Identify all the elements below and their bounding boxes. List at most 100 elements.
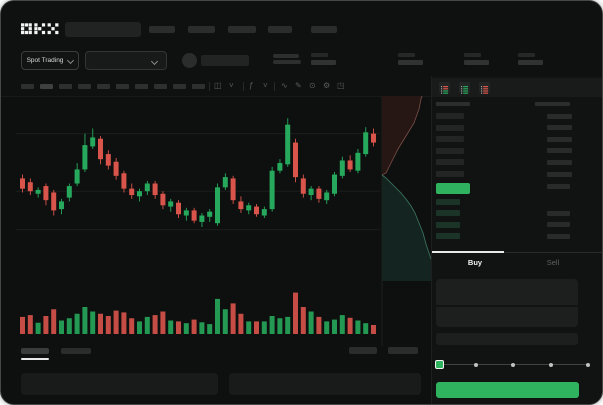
nav-item[interactable] — [149, 26, 175, 33]
volume-bar — [20, 316, 25, 334]
draw-icon[interactable]: ✎ — [295, 81, 302, 90]
book-combined-icon[interactable] — [439, 82, 450, 94]
candle-body — [66, 186, 72, 198]
timeframe-button[interactable] — [135, 84, 148, 89]
ask-price-placeholder[interactable] — [436, 147, 464, 154]
ask-price-placeholder[interactable] — [436, 136, 464, 143]
pair-select-dropdown[interactable] — [85, 51, 167, 70]
timeframe-button[interactable] — [192, 84, 205, 89]
ask-price-placeholder[interactable] — [436, 159, 464, 166]
volume-bar — [230, 303, 236, 334]
bottom-right-control[interactable] — [349, 347, 377, 354]
price-input[interactable] — [436, 279, 578, 305]
price-chart[interactable] — [16, 96, 431, 346]
tab-sell[interactable]: Sell — [546, 258, 560, 267]
candle-body — [59, 201, 64, 210]
slider-stop[interactable] — [511, 362, 516, 367]
depth-bids-area — [382, 175, 431, 281]
volume-bar — [355, 320, 361, 334]
search-input[interactable] — [65, 22, 141, 37]
candle-body — [35, 189, 41, 194]
book-dot — [441, 92, 443, 94]
bottom-right-control[interactable] — [388, 347, 418, 354]
orders-panel-placeholder — [229, 373, 421, 395]
volume-bar — [137, 321, 142, 334]
last-amount-placeholder — [547, 184, 570, 189]
nav-item[interactable] — [228, 26, 256, 33]
timeframe-button[interactable] — [40, 84, 53, 89]
slider-stop[interactable] — [474, 362, 479, 367]
depth-asks-area — [382, 96, 422, 175]
volume-bar — [152, 315, 158, 334]
chevron-down-icon[interactable]: ˅ — [229, 81, 234, 90]
orderbook-toolbar — [432, 78, 602, 97]
nav-item[interactable] — [268, 26, 292, 33]
ask-price-placeholder[interactable] — [436, 124, 464, 131]
book-line — [483, 86, 488, 88]
volume-bar — [261, 321, 267, 334]
tab-buy[interactable]: Buy — [467, 258, 483, 267]
timeframe-button[interactable] — [116, 84, 129, 89]
timeframe-button[interactable] — [97, 84, 110, 89]
settings-icon[interactable]: ⚙ — [323, 81, 331, 90]
logo-block — [28, 23, 32, 27]
toolbar-divider — [274, 82, 275, 91]
candle-body — [168, 201, 174, 207]
last-price-bar[interactable] — [436, 183, 470, 194]
candle-body — [74, 169, 80, 184]
line-tools-icon[interactable]: ∿ — [281, 81, 288, 90]
timeframe-button[interactable] — [173, 84, 186, 89]
fullscreen-icon[interactable]: ◳ — [337, 81, 345, 90]
timeframe-button[interactable] — [21, 84, 34, 89]
bid-price-placeholder[interactable] — [436, 221, 460, 228]
amount-input[interactable] — [436, 306, 578, 327]
bid-price-placeholder[interactable] — [436, 199, 460, 205]
candle-body — [316, 188, 322, 199]
total-input[interactable] — [436, 333, 578, 345]
nav-item[interactable] — [188, 26, 215, 33]
candle-body — [20, 178, 25, 189]
bid-amount-placeholder — [547, 222, 570, 228]
volume-bar — [222, 309, 228, 334]
price-placeholder — [273, 54, 299, 58]
volume-bar — [66, 318, 72, 334]
camera-icon[interactable]: ⊙ — [309, 81, 316, 90]
stat-label-placeholder — [398, 53, 415, 57]
book-dot — [461, 90, 463, 92]
spot-trading-dropdown[interactable]: Spot Trading — [21, 51, 79, 70]
volume-bar — [293, 292, 298, 334]
candle-body — [238, 201, 244, 210]
timeframe-button[interactable] — [154, 84, 167, 89]
candle-body — [285, 124, 291, 165]
volume-bar — [129, 318, 135, 334]
timeframe-button[interactable] — [78, 84, 91, 89]
bid-price-placeholder[interactable] — [436, 233, 460, 240]
bid-price-placeholder[interactable] — [436, 210, 460, 217]
nav-item[interactable] — [311, 26, 337, 33]
candle-body — [261, 209, 267, 216]
candle-body — [152, 183, 158, 196]
candle-style-icon[interactable]: ◫ — [214, 81, 222, 90]
ask-price-placeholder[interactable] — [436, 171, 464, 177]
volume-bar — [324, 321, 330, 334]
volume-bar — [347, 317, 353, 334]
logo-block — [21, 27, 25, 31]
slider-handle[interactable] — [435, 360, 444, 369]
volume-bar — [35, 322, 41, 334]
slider-stop[interactable] — [548, 362, 553, 367]
book-bids-icon[interactable] — [459, 82, 470, 94]
indicator-icon[interactable]: ƒ — [249, 81, 254, 90]
candle-body — [129, 188, 135, 196]
buy-submit-button[interactable] — [436, 382, 579, 398]
bottom-tab[interactable] — [61, 348, 91, 354]
volume-bar — [51, 309, 57, 334]
chevron-down-icon[interactable]: ˅ — [263, 81, 268, 90]
bottom-tab-active[interactable] — [21, 348, 49, 354]
timeframe-button[interactable] — [59, 84, 72, 89]
logo-block — [41, 23, 46, 27]
ask-price-placeholder[interactable] — [436, 113, 464, 119]
book-asks-icon[interactable] — [479, 82, 490, 94]
logo-block — [41, 30, 46, 35]
slider-stop[interactable] — [585, 362, 590, 367]
candle-body — [90, 137, 96, 147]
